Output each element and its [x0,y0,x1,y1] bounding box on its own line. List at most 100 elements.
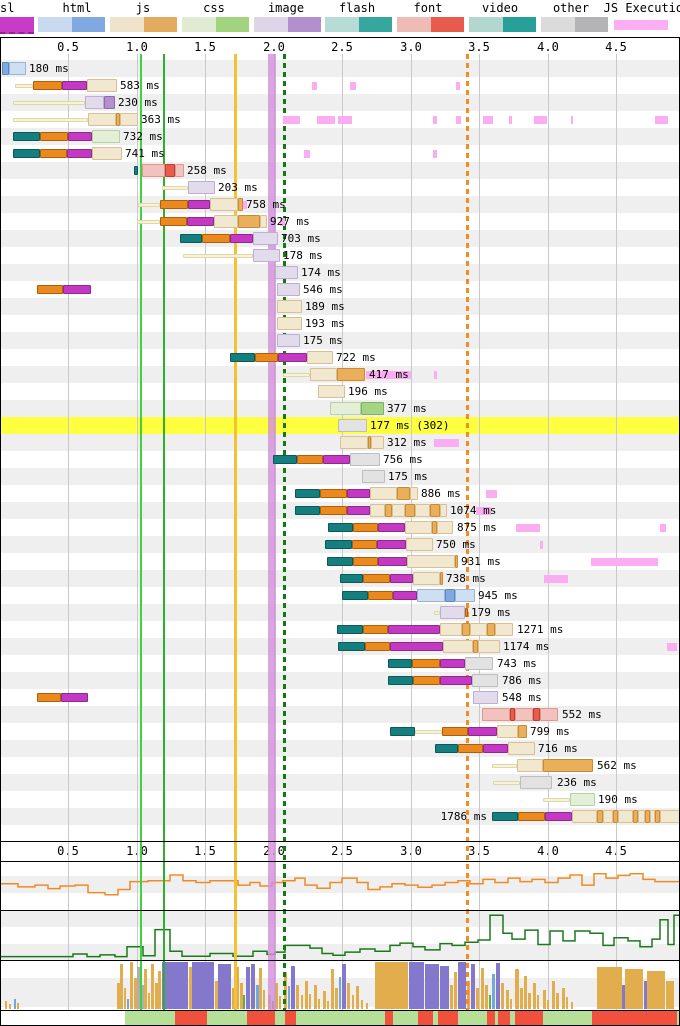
request-segment-cl [330,402,361,415]
separator-line [0,841,680,842]
request-segment-jd [440,572,443,585]
request-segment-jl [92,147,122,160]
request-segment-d [328,523,353,532]
request-segment-d [295,506,320,515]
request-segment-il [85,96,104,109]
cpu-utilization-bar [528,993,531,1009]
strip-segment-r [247,1011,275,1025]
request-segment-jd [116,113,120,126]
request-segment-jl [405,521,432,534]
cpu-utilization-bar [218,964,231,1009]
request-time-label: 799 ms [530,725,570,738]
legend-label: sl [0,1,15,15]
request-segment-d [435,744,458,753]
waterfall-row: 1174 ms [0,638,680,655]
request-segment-d [273,455,297,464]
request-segment-jd [597,810,603,823]
request-segment-jl [340,436,368,449]
request-segment-jl [470,623,487,636]
waterfall-stage: 0.51.01.52.02.53.03.54.04.50.51.01.52.02… [0,36,680,1026]
cpu-utilization-bar [263,990,265,1009]
request-segment-jd [238,215,260,228]
request-segment-cd [361,402,384,415]
request-segment-fd [165,164,175,177]
request-segment-il [253,249,280,262]
cpu-utilization-bar [309,994,311,1009]
cpu-utilization-bar [485,985,488,1009]
tick-label: 4.5 [605,40,627,54]
request-segment-s [388,625,440,634]
cpu-utilization-bar [256,985,259,1009]
request-segment-jd [613,810,618,823]
strip-segment-r [285,1011,296,1025]
request-time-label: 363 ms [141,113,181,126]
request-segment-fl [142,164,165,177]
request-time-label: 931 ms [461,555,501,568]
request-segment-c [442,727,468,736]
request-segment-w [183,254,253,258]
js-execution-block [591,558,658,566]
gridline [548,54,549,1010]
request-segment-s [390,642,443,651]
js-execution-block [486,490,497,498]
cpu-utilization-bar [158,971,161,1009]
waterfall-row: 363 ms [0,111,680,128]
waterfall-row: 190 ms [0,791,680,808]
request-segment-w [434,611,440,615]
request-segment-s [393,591,417,600]
request-segment-s [378,557,407,566]
request-segment-d [13,132,40,141]
cpu-utilization-bar [450,985,453,1009]
cpu-utilization-bar [356,986,359,1009]
request-segment-ol [362,470,385,483]
cpu-utilization-bar [301,995,303,1009]
request-segment-c [365,642,390,651]
request-segment-hd [445,589,455,602]
request-segment-d [390,727,415,736]
request-segment-d [325,540,352,549]
js-execution-block [433,150,437,158]
request-segment-il [277,283,300,296]
request-segment-ol [350,453,380,466]
cpu-utilization-bar [524,976,527,1009]
request-segment-fl [175,164,184,177]
legend-swatch-light [254,17,288,32]
request-segment-jd [432,521,437,534]
request-segment-jl [572,810,597,823]
strip-segment-g [275,1011,285,1025]
cpu-utilization-bar [501,983,504,1009]
js-execution-block [534,116,547,124]
cpu-utilization-bar [314,985,317,1009]
js-execution-block [434,371,437,379]
request-segment-il [277,334,300,347]
cpu-utilization-bar [471,964,475,1009]
cpu-utilization-bar [275,983,278,1009]
gridline [68,54,69,1010]
tick-label: 4.0 [537,40,559,54]
waterfall-row: 377 ms [0,400,680,417]
request-time-label: 741 ms [125,147,165,160]
request-time-label: 786 ms [502,674,542,687]
strip-segment-r [385,1011,393,1025]
legend-swatch-image [254,17,321,32]
waterfall-row: 583 ms [0,77,680,94]
cpu-utilization-bar [352,995,354,1009]
separator-line [0,861,680,862]
page-load-strip [0,1011,680,1025]
waterfall-row: 546 ms [0,281,680,298]
request-segment-w [493,781,520,785]
js-execution-block [312,82,317,90]
waterfall-row: 175 ms [0,332,680,349]
request-segment-jd [397,487,410,500]
request-time-label: 552 ms [562,708,602,721]
request-segment-c [458,744,483,753]
request-segment-jd [645,810,650,823]
request-time-label: 546 ms [303,283,343,296]
request-segment-jl [210,198,238,211]
request-segment-c [160,200,188,209]
request-segment-jl [371,436,384,449]
request-segment-fl [540,708,558,721]
request-segment-il [440,606,465,619]
cpu-utilization-bar [571,1002,573,1009]
request-segment-fl [515,708,533,721]
